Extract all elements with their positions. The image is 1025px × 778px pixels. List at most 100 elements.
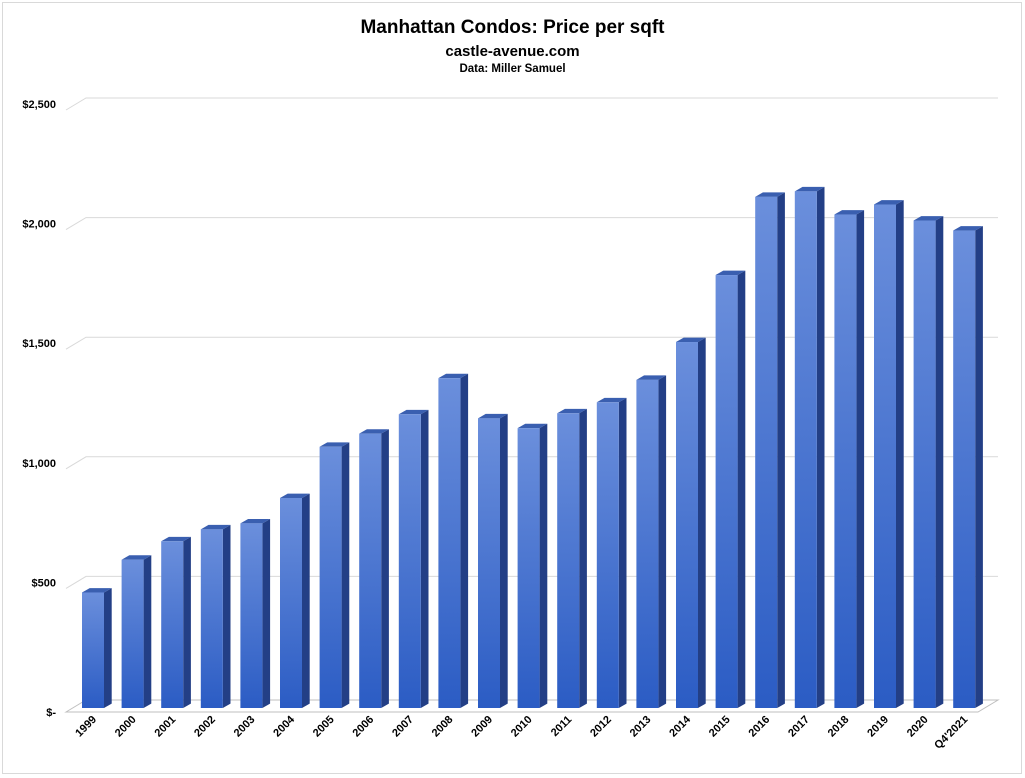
bar-side: [460, 373, 469, 708]
bar-front: [478, 418, 500, 708]
bar: [636, 375, 667, 708]
bar-side: [539, 423, 548, 708]
bar-front: [913, 220, 936, 708]
bar-top: [834, 210, 865, 215]
bar: [438, 373, 469, 708]
bar: [715, 270, 746, 708]
gridline: [65, 336, 998, 350]
bar-top: [240, 518, 271, 524]
bars: [82, 186, 983, 709]
bar-top: [161, 536, 191, 542]
y-axis-ticks: $- $500 $1,000 $1,500 $2,000 $2,500: [22, 99, 56, 719]
bar: [596, 397, 627, 708]
bar: [240, 518, 271, 708]
bar-front: [280, 497, 302, 708]
bar: [82, 588, 112, 708]
bar-side: [381, 429, 389, 708]
bar-top: [755, 192, 785, 197]
x-tick-label: Q4'2021: [932, 714, 970, 752]
bar: [121, 555, 152, 708]
bar-top: [478, 413, 508, 419]
bar-side: [698, 337, 706, 708]
bar-side: [935, 216, 944, 708]
bar: [557, 408, 587, 708]
bar-front: [121, 559, 144, 708]
bar-front: [636, 379, 659, 708]
bar-top: [676, 337, 706, 343]
bar: [280, 493, 310, 708]
bar-side: [302, 493, 310, 708]
y-tick-label: $500: [32, 577, 56, 589]
x-tick-label: 2008: [430, 714, 456, 740]
bar: [517, 423, 548, 708]
bar-front: [755, 196, 778, 709]
bar-top: [398, 409, 429, 415]
bar-top: [715, 270, 746, 276]
bar-front: [161, 541, 184, 708]
y-tick-label: $2,000: [22, 219, 56, 231]
gridline: [65, 97, 998, 111]
bar: [398, 409, 429, 708]
bar-top: [319, 442, 350, 447]
bar-side: [816, 186, 825, 709]
chart-source: Data: Miller Samuel: [459, 63, 566, 75]
x-tick-label: 2020: [905, 714, 931, 740]
y-tick-label: $2,500: [22, 99, 56, 111]
bar-side: [341, 442, 350, 708]
x-tick-label: 2010: [509, 714, 535, 740]
bar-front: [319, 446, 342, 708]
bar-side: [737, 270, 746, 708]
x-tick-label: 2002: [192, 714, 218, 740]
bar: [834, 210, 865, 708]
bar-top: [200, 524, 231, 530]
bar-top: [280, 493, 310, 498]
bar-top: [953, 226, 983, 231]
bar-front: [715, 275, 738, 708]
bar-top: [557, 408, 587, 414]
bar-front: [874, 204, 896, 708]
bar-side: [500, 413, 508, 708]
bar-side: [618, 397, 627, 708]
bar-front: [596, 402, 619, 708]
bar-top: [636, 375, 667, 380]
bar-front: [794, 191, 817, 708]
bar-side: [104, 588, 112, 708]
x-tick-label: 2017: [786, 714, 812, 740]
bar-top: [874, 200, 904, 205]
bar: [161, 536, 191, 708]
bar-front: [200, 529, 223, 708]
bar-front: [517, 428, 540, 708]
chart-subtitle: castle-avenue.com: [445, 43, 580, 60]
x-tick-label: 2005: [311, 714, 337, 740]
bar: [200, 524, 231, 708]
bar-side: [658, 375, 667, 708]
chart-title: Manhattan Condos: Price per sqft: [360, 17, 665, 38]
bar: [874, 200, 904, 709]
bar-front: [82, 592, 104, 708]
bar-top: [82, 588, 112, 593]
x-tick-label: 2004: [271, 713, 297, 739]
bar-front: [240, 523, 263, 708]
bar-side: [896, 200, 904, 709]
x-tick-label: 2012: [588, 714, 614, 740]
bar: [755, 192, 785, 709]
x-tick-label: 2013: [628, 714, 654, 740]
y-tick-label: $-: [46, 707, 56, 719]
bar-front: [676, 342, 698, 708]
x-tick-label: 2006: [351, 714, 377, 740]
gridline: [65, 217, 998, 231]
x-tick-label: 1999: [73, 714, 99, 740]
bar-front: [557, 413, 580, 708]
x-tick-label: 2007: [390, 714, 416, 740]
bar: [359, 429, 389, 708]
bar-side: [856, 210, 865, 708]
bar-top: [517, 423, 548, 429]
bar-side: [183, 536, 191, 708]
bar-front: [398, 414, 421, 708]
bar-front: [834, 214, 857, 708]
bar-top: [438, 373, 469, 379]
bar: [478, 413, 508, 708]
y-tick-label: $1,500: [22, 338, 56, 350]
x-axis-ticks: 1999 2000 2001 2002 2003 2004 2005 2006 2007 2008…: [73, 713, 970, 752]
